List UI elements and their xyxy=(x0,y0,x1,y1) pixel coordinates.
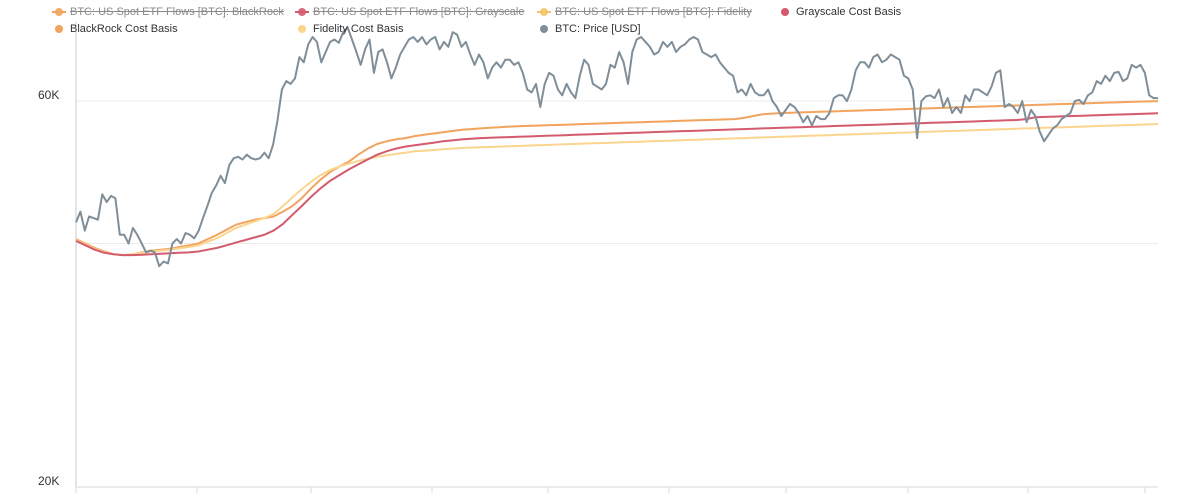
y-tick-label: 60K xyxy=(38,88,59,102)
y-tick-label: 20K xyxy=(38,474,59,488)
legend-label: BTC: Price [USD] xyxy=(555,23,641,35)
legend-label: BTC: US Spot ETF Flows [BTC]: Fidelity xyxy=(555,6,752,18)
legend-item[interactable]: BTC: US Spot ETF Flows [BTC]: BlackRock xyxy=(52,5,284,19)
legend-swatch-icon xyxy=(778,8,792,16)
gridlines xyxy=(76,100,1158,244)
legend: BTC: US Spot ETF Flows [BTC]: BlackRock B… xyxy=(0,0,1200,40)
legend-label: Grayscale Cost Basis xyxy=(796,6,902,18)
legend-item[interactable]: BTC: Price [USD] xyxy=(537,22,641,36)
series-line-blackrock-cost-basis xyxy=(75,100,1159,257)
legend-label: BTC: US Spot ETF Flows [BTC]: BlackRock xyxy=(70,6,284,18)
legend-swatch-icon xyxy=(295,8,309,16)
legend-item[interactable]: BlackRock Cost Basis xyxy=(52,22,178,36)
legend-swatch-icon xyxy=(52,25,66,33)
series-lines xyxy=(75,26,1159,268)
legend-swatch-icon xyxy=(537,25,551,33)
series-line-grayscale-cost-basis xyxy=(75,112,1159,257)
legend-item[interactable]: BTC: US Spot ETF Flows [BTC]: Fidelity xyxy=(537,5,752,19)
axes xyxy=(75,22,1158,493)
legend-item[interactable]: Grayscale Cost Basis xyxy=(778,5,901,19)
y-tick-labels: 60K 20K xyxy=(38,88,59,488)
legend-label: BlackRock Cost Basis xyxy=(70,23,178,35)
series-line-fidelity-cost-basis xyxy=(75,123,1159,257)
legend-swatch-icon xyxy=(295,25,309,33)
legend-swatch-icon xyxy=(52,8,66,16)
legend-swatch-icon xyxy=(537,8,551,16)
legend-item[interactable]: Fidelity Cost Basis xyxy=(295,22,403,36)
legend-label: BTC: US Spot ETF Flows [BTC]: Grayscale xyxy=(313,6,525,18)
legend-label: Fidelity Cost Basis xyxy=(313,23,404,35)
series-line-btc-price-usd xyxy=(75,26,1158,268)
legend-item[interactable]: BTC: US Spot ETF Flows [BTC]: Grayscale xyxy=(295,5,525,19)
